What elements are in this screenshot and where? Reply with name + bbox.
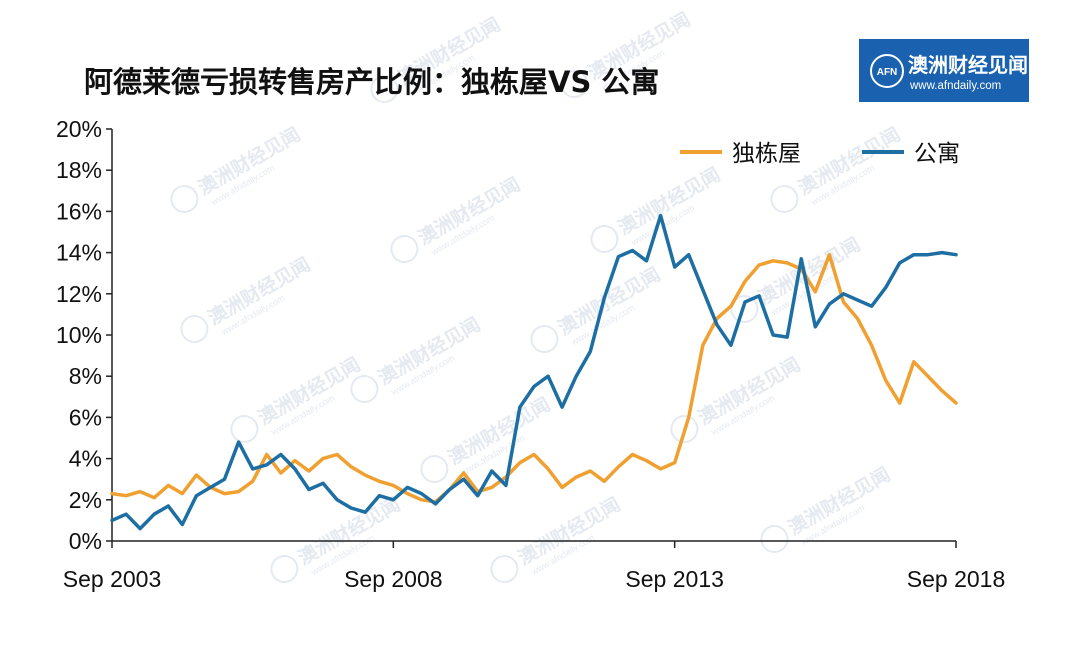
y-tick-label: 6% bbox=[69, 404, 102, 430]
watermark-text: 澳洲财经见闻 bbox=[254, 353, 364, 430]
logo-background bbox=[859, 39, 1029, 102]
legend-label-house: 独栋屋 bbox=[732, 141, 801, 167]
x-tick-label: Sep 2013 bbox=[625, 566, 723, 592]
watermark-badge-icon bbox=[420, 455, 449, 483]
watermark-badge-icon bbox=[230, 415, 259, 443]
watermark-badge-icon bbox=[730, 295, 759, 323]
watermark-badge-icon bbox=[590, 225, 619, 253]
watermark-badge-icon bbox=[390, 235, 419, 263]
watermark-text: 澳洲财经见闻 bbox=[294, 493, 404, 570]
watermark-badge-icon bbox=[770, 185, 799, 213]
watermark-text: 澳洲财经见闻 bbox=[614, 163, 724, 240]
watermark-badge-icon bbox=[350, 375, 379, 403]
legend-label-unit: 公寓 bbox=[914, 141, 960, 167]
watermark-badge-icon bbox=[270, 555, 299, 583]
watermark-badge-icon bbox=[760, 525, 789, 553]
y-tick-label: 0% bbox=[69, 528, 102, 554]
watermark-badge-icon bbox=[170, 185, 199, 213]
legend: 独栋屋 公寓 bbox=[680, 141, 960, 167]
watermark-badge-icon bbox=[180, 315, 209, 343]
watermark-text: 澳洲财经见闻 bbox=[204, 253, 314, 330]
logo-badge: AFN bbox=[877, 67, 898, 78]
y-tick-label: 2% bbox=[69, 487, 102, 513]
watermark-badge-icon bbox=[370, 75, 399, 103]
watermark-text: 澳洲财经见闻 bbox=[784, 463, 894, 540]
y-tick-label: 10% bbox=[56, 322, 102, 348]
logo-url: www.afndaily.com bbox=[909, 80, 1001, 92]
watermark-text: 澳洲财经见闻 bbox=[374, 313, 484, 390]
brand-logo: AFN 澳洲财经见闻 www.afndaily.com bbox=[859, 39, 1029, 102]
y-tick-label: 12% bbox=[56, 281, 102, 307]
watermark-text: 澳洲财经见闻 bbox=[554, 263, 664, 340]
x-tick-label: Sep 2008 bbox=[344, 566, 442, 592]
watermark-text: 澳洲财经见闻 bbox=[194, 123, 304, 200]
watermark-text: 澳洲财经见闻 bbox=[514, 493, 624, 570]
y-tick-label: 18% bbox=[56, 157, 102, 183]
watermark-badge-icon bbox=[490, 555, 519, 583]
watermark-badge-icon bbox=[560, 70, 589, 98]
x-tick-label: Sep 2003 bbox=[63, 566, 161, 592]
series-layer bbox=[110, 213, 958, 531]
chart-title: 阿德莱德亏损转售房产比例：独栋屋VS 公寓 bbox=[84, 65, 659, 99]
watermark-badge-icon bbox=[670, 415, 699, 443]
watermark-badge-icon bbox=[530, 325, 559, 353]
series-line-unit bbox=[110, 213, 958, 531]
y-tick-label: 20% bbox=[56, 116, 102, 142]
logo-badge-icon bbox=[870, 54, 904, 88]
y-tick-label: 8% bbox=[69, 363, 102, 389]
watermark-text: 澳洲财经见闻 bbox=[414, 173, 524, 250]
logo-name: 澳洲财经见闻 bbox=[908, 53, 1028, 77]
y-tick-label: 14% bbox=[56, 240, 102, 266]
axes: 0% 2% 4% 6% 8% 10% 12% 14% 16% 18% 20% Sep 2003 Sep … bbox=[56, 116, 1005, 592]
y-tick-label: 16% bbox=[56, 198, 102, 224]
y-tick-label: 4% bbox=[69, 446, 102, 472]
watermark-text: 澳洲财经见闻 bbox=[694, 353, 804, 430]
watermark-text: 澳洲财经见闻 bbox=[794, 123, 904, 200]
series-line-house bbox=[110, 252, 958, 504]
x-tick-label: Sep 2018 bbox=[907, 566, 1005, 592]
